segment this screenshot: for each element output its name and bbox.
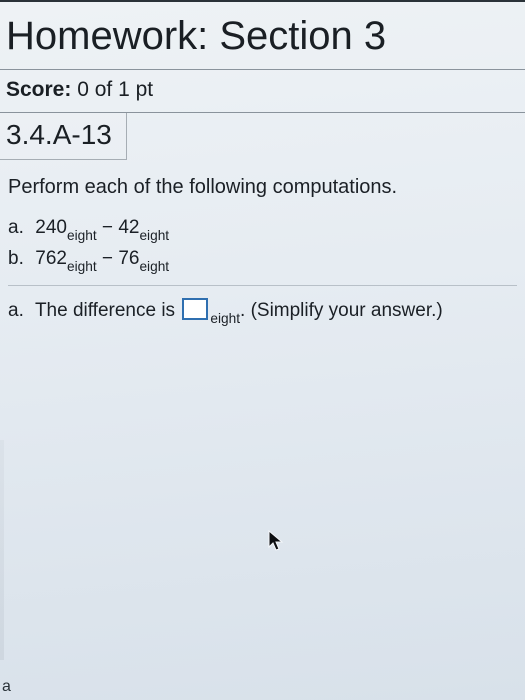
problem-label: a. bbox=[8, 213, 30, 242]
question-id-wrap: 3.4.A-13 bbox=[0, 113, 525, 160]
left-edge-artifact bbox=[0, 440, 4, 660]
problem-label: b. bbox=[8, 244, 30, 273]
operator: − bbox=[102, 248, 113, 269]
lhs-base: eight bbox=[67, 228, 97, 243]
lhs-num: 762 bbox=[35, 248, 67, 269]
answer-period: . bbox=[240, 300, 245, 321]
answer-input[interactable] bbox=[182, 298, 208, 320]
answer-line: a. The difference is eight. (Simplify yo… bbox=[8, 298, 517, 324]
stray-char: a bbox=[0, 678, 11, 696]
rhs-num: 76 bbox=[118, 248, 139, 269]
question-id: 3.4.A-13 bbox=[0, 113, 127, 160]
answer-hint: (Simplify your answer.) bbox=[251, 300, 443, 321]
rhs-num: 42 bbox=[118, 217, 139, 238]
divider bbox=[8, 285, 517, 286]
answer-pre-text: The difference is bbox=[35, 300, 175, 321]
homework-screen: Homework: Section 3 Score: 0 of 1 pt 3.4… bbox=[0, 0, 525, 700]
score-value: 0 of 1 pt bbox=[77, 78, 153, 101]
page-title: Homework: Section 3 bbox=[0, 8, 525, 70]
instruction-text: Perform each of the following computatio… bbox=[8, 176, 517, 199]
lhs-base: eight bbox=[67, 259, 97, 274]
top-rule bbox=[0, 0, 525, 8]
rhs-base: eight bbox=[139, 259, 169, 274]
question-body: Perform each of the following computatio… bbox=[0, 160, 525, 324]
score-label: Score: bbox=[6, 78, 71, 101]
cursor-icon bbox=[268, 530, 286, 554]
operator: − bbox=[102, 217, 113, 238]
problem-row: a. 240eight − 42eight bbox=[8, 213, 517, 244]
answer-label: a. bbox=[8, 300, 30, 322]
problem-row: b. 762eight − 76eight bbox=[8, 244, 517, 275]
score-bar: Score: 0 of 1 pt bbox=[0, 70, 525, 113]
problem-list: a. 240eight − 42eight b. 762eight − 76ei… bbox=[8, 213, 517, 275]
answer-base: eight bbox=[210, 311, 240, 326]
rhs-base: eight bbox=[139, 228, 169, 243]
lhs-num: 240 bbox=[35, 217, 67, 238]
